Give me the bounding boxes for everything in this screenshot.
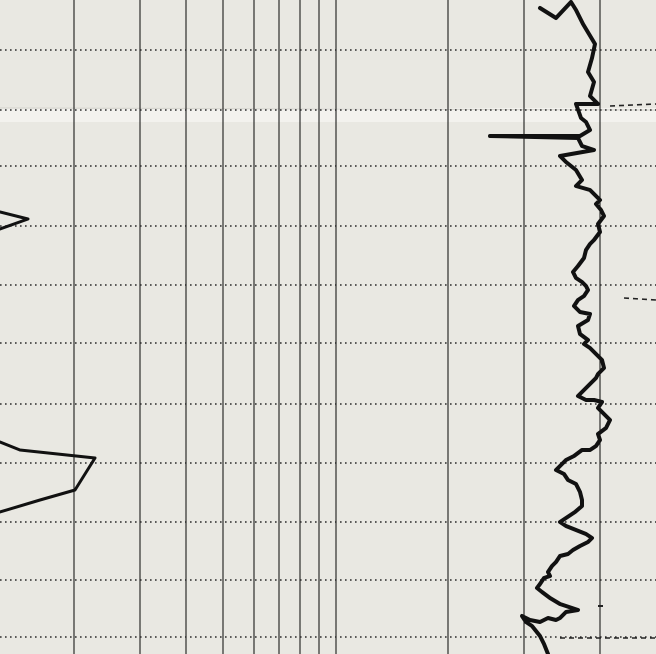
left-curve-lower	[0, 440, 97, 514]
paper-fold	[0, 108, 656, 122]
log-trace	[488, 0, 612, 654]
left-curve-upper	[0, 210, 30, 231]
vertical-grid	[73, 0, 601, 654]
dashed-marker-top	[609, 103, 656, 107]
paper-fold-edge	[0, 107, 656, 111]
